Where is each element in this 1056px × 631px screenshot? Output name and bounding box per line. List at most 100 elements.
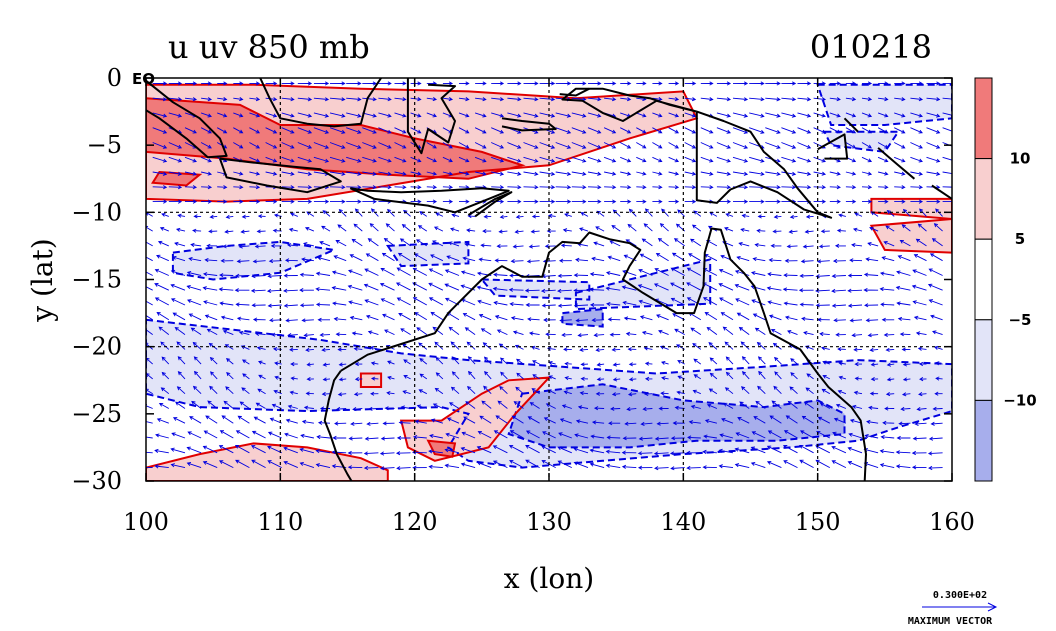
wind-vector bbox=[235, 302, 250, 307]
wind-vector bbox=[234, 444, 250, 454]
wind-vector bbox=[382, 313, 395, 321]
wind-vector bbox=[848, 432, 863, 439]
wind-vector bbox=[562, 228, 572, 233]
x-tick-label: 110 bbox=[257, 508, 303, 536]
wind-vector bbox=[571, 156, 587, 163]
wind-vector bbox=[799, 444, 814, 454]
wind-vector bbox=[152, 97, 168, 102]
wind-vector bbox=[207, 400, 218, 409]
wind-vector bbox=[305, 391, 314, 396]
wind-vector bbox=[733, 199, 749, 204]
wind-vector bbox=[784, 315, 798, 321]
wind-vector bbox=[403, 375, 411, 380]
wind-vector bbox=[157, 240, 169, 247]
wind-vector bbox=[684, 199, 697, 204]
wind-vector bbox=[384, 329, 395, 336]
wind-vector bbox=[620, 97, 632, 102]
wind-vector bbox=[627, 392, 637, 397]
wind-vector bbox=[845, 199, 857, 204]
wind-vector bbox=[608, 421, 621, 426]
wind-vector bbox=[757, 214, 766, 219]
wind-vector bbox=[895, 450, 911, 455]
wind-vector bbox=[636, 127, 647, 134]
wind-vector bbox=[851, 404, 863, 409]
wind-vector bbox=[626, 407, 637, 412]
wind-vector bbox=[483, 214, 492, 219]
wind-vector bbox=[686, 267, 702, 276]
wind-vector bbox=[225, 357, 234, 365]
wind-vector bbox=[315, 287, 331, 292]
wind-vector bbox=[432, 326, 444, 335]
wind-vector bbox=[302, 242, 315, 247]
wind-vector bbox=[541, 445, 556, 454]
wind-vector bbox=[442, 156, 453, 163]
wind-vector bbox=[668, 97, 680, 102]
wind-vector bbox=[739, 401, 750, 409]
wind-vector bbox=[539, 112, 556, 118]
wind-vector bbox=[670, 436, 685, 441]
wind-vector bbox=[497, 400, 508, 409]
wind-vector bbox=[491, 112, 505, 118]
wind-vector bbox=[445, 432, 460, 439]
wind-vector bbox=[442, 185, 454, 190]
chart-title-right: 010218 bbox=[810, 28, 932, 66]
wind-vector bbox=[898, 421, 911, 426]
wind-vector bbox=[152, 185, 168, 190]
wind-vector bbox=[837, 389, 847, 395]
wind-vector bbox=[692, 343, 702, 350]
wind-vector bbox=[926, 142, 941, 149]
wind-vector bbox=[558, 258, 572, 263]
wind-vector bbox=[539, 185, 556, 190]
wind-vector bbox=[257, 388, 266, 395]
wind-vector bbox=[346, 127, 362, 134]
wind-vector bbox=[170, 447, 186, 454]
wind-vector bbox=[233, 171, 244, 176]
wind-vector bbox=[346, 171, 362, 176]
wind-vector bbox=[829, 127, 841, 134]
wind-vector bbox=[652, 156, 663, 163]
wind-vector bbox=[362, 171, 377, 176]
wind-vector bbox=[435, 356, 444, 365]
wind-vector bbox=[184, 97, 198, 102]
wind-vector bbox=[561, 404, 572, 409]
wind-vector bbox=[265, 127, 278, 134]
wind-vector bbox=[513, 401, 524, 409]
neg5-region-contour bbox=[574, 258, 712, 311]
wind-vector bbox=[902, 377, 911, 382]
wind-vector bbox=[912, 269, 927, 276]
wind-vector bbox=[805, 214, 814, 219]
wind-vector bbox=[286, 243, 298, 248]
wind-vector bbox=[861, 97, 873, 102]
wind-vector bbox=[931, 238, 943, 247]
wind-vector bbox=[883, 332, 895, 337]
wind-vector bbox=[688, 420, 701, 425]
wind-vector bbox=[724, 387, 734, 395]
wind-vector bbox=[834, 243, 846, 248]
wind-vector bbox=[829, 112, 841, 118]
wind-vector bbox=[500, 371, 508, 380]
wind-vector bbox=[560, 243, 572, 248]
pos10-region-contour bbox=[426, 439, 457, 458]
wind-vector bbox=[547, 213, 556, 218]
wind-vector bbox=[677, 360, 685, 365]
wind-vector bbox=[249, 156, 261, 163]
wind-vector bbox=[184, 156, 197, 163]
wind-vector bbox=[285, 318, 298, 323]
wind-vector bbox=[593, 333, 605, 338]
wind-vector bbox=[644, 208, 653, 217]
wind-vector bbox=[819, 402, 831, 409]
wind-vector bbox=[241, 214, 250, 219]
wind-vector bbox=[620, 156, 632, 163]
wind-vector bbox=[290, 376, 298, 381]
wind-vector bbox=[146, 315, 153, 321]
wind-vector bbox=[604, 171, 617, 176]
neg10-region-fill bbox=[508, 384, 845, 448]
wind-vector bbox=[800, 259, 814, 264]
wind-vector bbox=[861, 156, 873, 163]
wind-vector bbox=[329, 81, 346, 86]
wind-vector bbox=[700, 97, 714, 102]
wind-vector bbox=[297, 142, 313, 149]
wind-vector bbox=[558, 432, 572, 439]
wind-vector bbox=[155, 433, 169, 439]
wind-vector bbox=[612, 377, 621, 382]
